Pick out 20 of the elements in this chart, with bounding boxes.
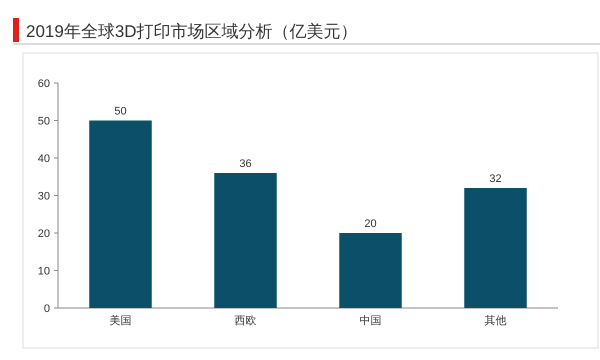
y-tick-label: 40 [38, 153, 50, 165]
bar [339, 233, 402, 308]
data-label: 32 [489, 173, 502, 185]
y-tick-label: 30 [38, 190, 50, 202]
y-tick-label: 10 [38, 266, 50, 278]
bar [214, 173, 277, 308]
bar [89, 120, 152, 308]
data-label: 20 [364, 218, 377, 230]
y-tick-label: 20 [38, 228, 50, 240]
x-tick-label: 中国 [360, 314, 382, 327]
y-tick-label: 0 [44, 303, 50, 315]
y-tick-label: 50 [38, 116, 50, 128]
x-tick-label: 美国 [110, 314, 132, 327]
data-label: 36 [239, 158, 252, 170]
data-label: 50 [114, 106, 127, 118]
x-tick-label: 其他 [484, 314, 506, 327]
bar [464, 188, 527, 308]
x-tick-label: 西欧 [234, 315, 256, 327]
y-tick-label: 60 [38, 78, 50, 90]
chart-title: 2019年全球3D打印市场区域分析（亿美元） [26, 22, 358, 41]
